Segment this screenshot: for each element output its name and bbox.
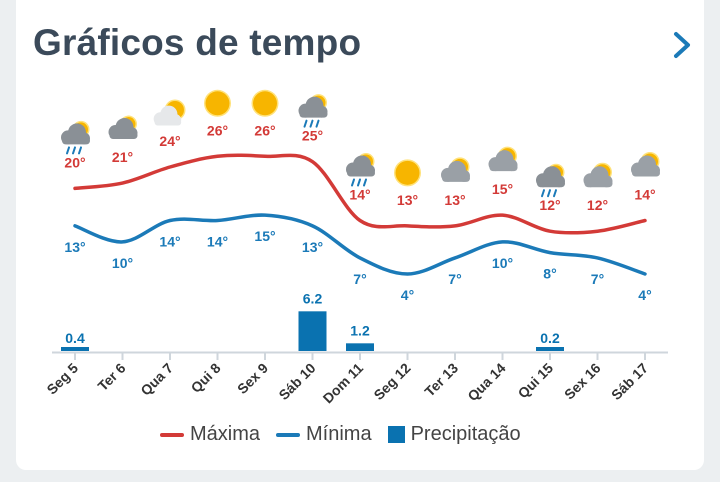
x-tick-label: Qua 14: [464, 360, 508, 404]
max-label: 15°: [492, 181, 513, 197]
min-label: 10°: [492, 255, 513, 271]
min-series-line: [73, 213, 647, 276]
cloud-sun-icon: [583, 162, 613, 188]
max-label: 20°: [64, 154, 85, 170]
min-label: 7°: [448, 271, 461, 287]
max-series-line: [73, 153, 647, 235]
precip-label: 0.4: [65, 330, 85, 346]
x-tick-label: Ter 13: [421, 360, 461, 400]
max-label: 14°: [634, 187, 655, 203]
legend-min-label: Mínima: [306, 423, 372, 445]
min-label: 14°: [159, 234, 180, 250]
legend-item-precip: Precipitação: [387, 423, 521, 446]
min-label: 15°: [254, 228, 275, 244]
legend-item-min: Mínima: [276, 423, 372, 446]
rain-cloud-icon: [346, 153, 375, 187]
sun-icon: [251, 89, 279, 117]
min-label: 10°: [112, 255, 133, 271]
max-label: 12°: [539, 197, 560, 213]
precip-bar: [298, 311, 327, 351]
min-label: 4°: [638, 287, 651, 303]
sun-icon: [204, 89, 231, 117]
rain-cloud-icon: [61, 120, 90, 155]
max-label: 14°: [349, 187, 370, 203]
min-label: 13°: [64, 239, 85, 255]
x-tick-label: Sáb 10: [275, 360, 318, 403]
x-tick-label: Seg 12: [370, 360, 413, 403]
sun-icon: [394, 159, 421, 187]
legend-max-swatch: [160, 432, 184, 437]
cloud-sun-icon: [441, 157, 470, 182]
max-label: 13°: [397, 192, 418, 208]
min-label: 8°: [543, 266, 556, 282]
page-title: Gráficos de tempo: [33, 22, 362, 63]
min-label: 14°: [207, 234, 228, 250]
legend-max-label: Máxima: [190, 423, 261, 445]
chevron-right-icon[interactable]: [668, 28, 698, 62]
legend-item-max: Máxima: [160, 423, 260, 446]
max-label: 21°: [112, 149, 133, 165]
max-label: 26°: [254, 122, 275, 138]
cloud-icon: [108, 115, 138, 140]
x-tick-label: Qui 8: [188, 360, 224, 396]
legend-precip-label: Precipitação: [410, 423, 521, 445]
x-tick-label: Sáb 17: [608, 360, 651, 403]
min-label: 7°: [591, 271, 604, 287]
precip-bar: [536, 347, 564, 351]
max-label: 12°: [587, 197, 608, 213]
partly-cloudy-icon: [153, 99, 186, 126]
x-tick-label: Dom 11: [320, 360, 367, 407]
precip-label: 1.2: [350, 322, 370, 338]
max-label: 24°: [159, 133, 180, 149]
precip-bar: [61, 347, 89, 351]
cloud-sun-icon: [631, 152, 660, 177]
chart-legend: Máxima Mínima Precipitação: [160, 423, 537, 446]
x-tick-label: Sex 9: [234, 360, 271, 397]
x-tick-label: Ter 6: [94, 360, 128, 394]
cloud-sun-icon: [488, 146, 518, 172]
legend-precip-swatch: [387, 426, 405, 443]
rain-cloud-icon: [536, 163, 565, 198]
max-label: 26°: [207, 122, 228, 138]
rain-cloud-icon: [298, 94, 328, 128]
min-label: 13°: [302, 239, 323, 255]
legend-min-swatch: [276, 432, 301, 437]
precip-bar: [346, 343, 374, 351]
max-label: 13°: [444, 192, 465, 208]
min-label: 4°: [401, 287, 414, 303]
precip-label: 0.2: [540, 330, 560, 346]
min-label: 7°: [353, 271, 366, 287]
x-tick-label: Sex 16: [561, 360, 604, 403]
max-label: 25°: [302, 128, 323, 144]
x-tick-label: Seg 5: [43, 360, 81, 398]
x-tick-label: Qua 7: [137, 360, 176, 399]
weather-charts-card: [16, 0, 704, 470]
x-tick-label: Qui 15: [515, 360, 557, 402]
precip-label: 6.2: [303, 290, 323, 306]
